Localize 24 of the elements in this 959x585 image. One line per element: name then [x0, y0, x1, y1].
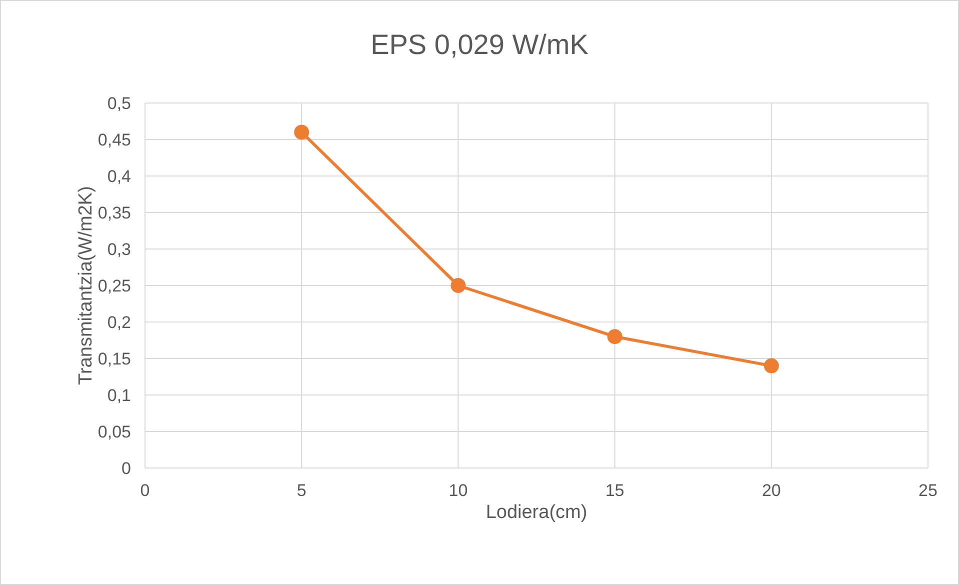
- y-tick-label: 0,45: [98, 130, 131, 150]
- x-tick-label: 15: [605, 481, 624, 500]
- y-tick-label: 0,4: [107, 167, 131, 186]
- y-tick-label: 0,2: [107, 313, 131, 332]
- x-tick-label: 20: [762, 481, 781, 500]
- x-axis-title: Lodiera(cm): [486, 502, 588, 523]
- point: [607, 329, 622, 344]
- y-tick-label: 0,05: [98, 422, 131, 442]
- chart-title: EPS 0,029 W/mK: [370, 29, 590, 61]
- point: [764, 358, 779, 374]
- y-tick-label: 0,5: [107, 94, 131, 114]
- y-tick-label: 0: [122, 459, 131, 478]
- x-tick-label: 25: [918, 481, 938, 500]
- y-tick-label: 0,25: [98, 276, 131, 296]
- y-tick-label: 0,35: [98, 204, 131, 223]
- y-tick-label: 0,1: [107, 386, 131, 406]
- y-axis-title: Transmitantzia(W/m2K): [76, 186, 97, 385]
- point: [450, 278, 466, 293]
- x-tick-label: 0: [140, 481, 150, 500]
- x-tick-label: 5: [296, 481, 306, 500]
- x-tick-label: 10: [448, 481, 468, 500]
- point: [294, 124, 310, 140]
- y-tick-label: 0,15: [98, 350, 131, 369]
- y-tick-label: 0,3: [107, 240, 131, 260]
